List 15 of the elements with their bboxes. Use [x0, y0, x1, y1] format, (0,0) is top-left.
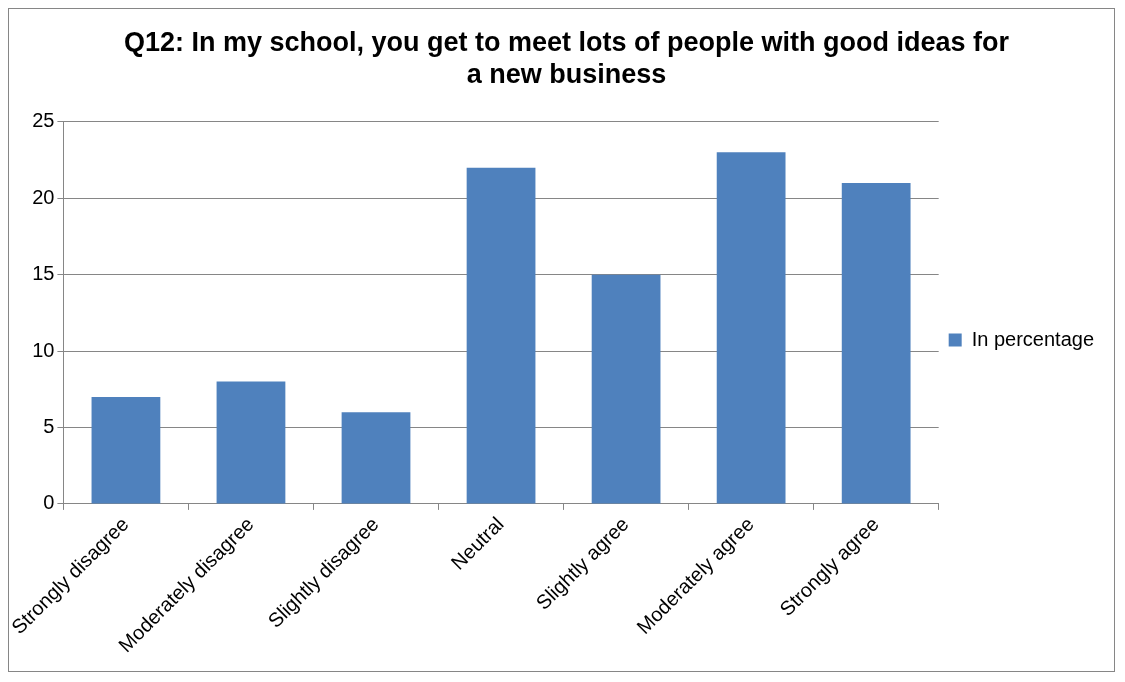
y-tick-label: 10 [32, 338, 55, 361]
y-tick-label: 15 [32, 262, 55, 285]
y-tick-label: 20 [32, 185, 55, 208]
y-tick-label: 0 [43, 491, 55, 514]
chart-title: Q12: In my school, you get to meet lots of people with good ideas for a new business [123, 26, 1010, 90]
legend-label: In percentage [971, 327, 1095, 350]
bar [466, 167, 536, 504]
bar [841, 182, 911, 504]
bar [216, 381, 286, 504]
bar [91, 396, 161, 504]
bar [341, 412, 411, 504]
y-tick-label: 25 [32, 109, 55, 132]
bar [591, 274, 661, 504]
y-tick-label: 5 [43, 414, 55, 437]
bar [716, 152, 786, 504]
